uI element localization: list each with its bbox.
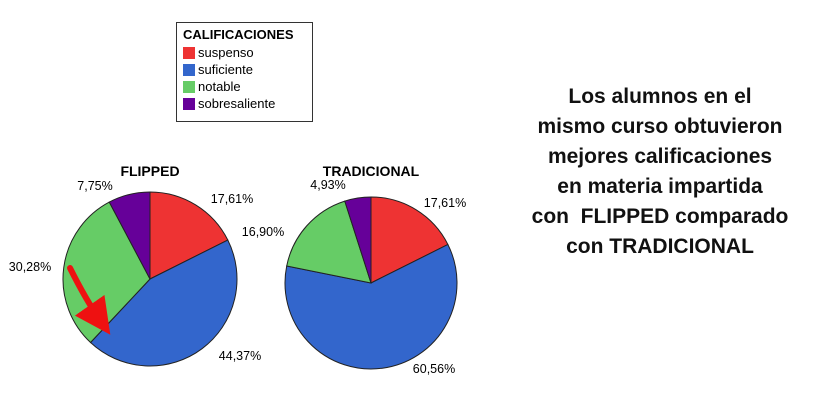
slice-label-suficiente: 60,56% <box>413 362 455 376</box>
side-text-line: mismo curso obtuvieron <box>537 115 783 138</box>
legend-label: suficiente <box>198 62 253 77</box>
pie-slice-suficiente <box>89 239 238 367</box>
legend-title: CALIFICACIONES <box>183 27 294 42</box>
pie-slice-suspenso <box>370 196 449 284</box>
slice-label-notable: 30,28% <box>9 260 51 274</box>
pie-slice-notable <box>286 200 372 284</box>
red-arrow-annotation <box>67 265 111 335</box>
legend-swatch <box>183 97 195 110</box>
side-text-line: mejores calificaciones <box>547 145 773 168</box>
pie-flipped: FLIPPED 17,61% 44,37% 30,28% 7,75% <box>9 163 261 367</box>
legend-label: suspenso <box>198 45 254 60</box>
side-text-line: en materia impartida <box>557 175 763 198</box>
slice-label-suspenso: 17,61% <box>211 192 253 206</box>
legend-swatch <box>183 63 195 76</box>
pie-tradicional: TRADICIONAL 17,61% 60,56% 16,90% 4,93% <box>242 163 466 376</box>
slice-label-sobresaliente: 7,75% <box>77 179 112 193</box>
legend-item-suspenso: suspenso <box>183 44 306 61</box>
pie-slice-sobresaliente <box>344 196 372 284</box>
legend-item-notable: notable <box>183 78 306 95</box>
side-text: Los alumnos en el mismo curso obtuvieron… <box>490 82 830 262</box>
legend-label: sobresaliente <box>198 96 276 111</box>
legend-label: notable <box>198 79 241 94</box>
legend: CALIFICACIONES suspenso suficiente notab… <box>176 22 313 122</box>
side-text-line: Los alumnos en el <box>568 85 752 108</box>
slice-label-notable: 16,90% <box>242 225 284 239</box>
legend-item-suficiente: suficiente <box>183 61 306 78</box>
pie-slice-sobresaliente <box>108 191 151 280</box>
side-text-line: con FLIPPED comparado <box>531 205 789 228</box>
slice-label-suspenso: 17,61% <box>424 196 466 210</box>
legend-item-sobresaliente: sobresaliente <box>183 95 306 112</box>
side-text-line: con TRADICIONAL <box>566 235 754 258</box>
slice-label-suficiente: 44,37% <box>219 349 261 363</box>
pie-title-flipped: FLIPPED <box>120 163 179 179</box>
pie-title-tradicional: TRADICIONAL <box>323 163 420 179</box>
pie-slice-suspenso <box>149 191 229 280</box>
slice-label-sobresaliente: 4,93% <box>310 178 345 192</box>
legend-swatch <box>183 80 195 93</box>
legend-swatch <box>183 46 195 59</box>
pie-slice-suficiente <box>284 243 458 370</box>
